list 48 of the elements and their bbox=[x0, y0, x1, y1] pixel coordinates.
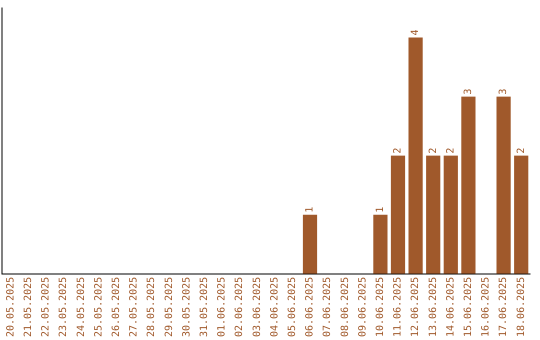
x-tick-label: 07.06.2025 bbox=[322, 276, 334, 338]
data-label: 2 bbox=[516, 148, 527, 154]
x-tick-label: 25.05.2025 bbox=[93, 276, 104, 338]
bar bbox=[408, 38, 423, 274]
x-tick-label: 08.06.2025 bbox=[340, 276, 351, 338]
bar bbox=[373, 214, 388, 274]
bar bbox=[426, 156, 440, 274]
x-tick-label: 18.06.2025 bbox=[516, 276, 527, 338]
x-tick-label: 01.06.2025 bbox=[216, 276, 228, 338]
x-tick-label: 06.06.2025 bbox=[304, 276, 316, 338]
data-label: 2 bbox=[428, 148, 439, 154]
data-label: 2 bbox=[445, 148, 456, 154]
x-tick-label: 15.06.2025 bbox=[462, 276, 474, 338]
x-tick-label: 26.05.2025 bbox=[110, 276, 122, 338]
bar bbox=[514, 156, 528, 274]
x-tick-label: 11.06.2025 bbox=[392, 276, 404, 338]
data-label: 2 bbox=[392, 148, 404, 154]
x-tick-label: 22.05.2025 bbox=[40, 276, 52, 338]
x-tick-label: 28.05.2025 bbox=[146, 276, 158, 338]
x-tick-label: 04.06.2025 bbox=[269, 276, 280, 338]
x-tick-label: 14.06.2025 bbox=[445, 276, 456, 338]
bar bbox=[302, 214, 318, 274]
bar bbox=[461, 96, 476, 274]
x-tick-label: 05.06.2025 bbox=[286, 276, 298, 338]
data-label: 4 bbox=[410, 30, 422, 36]
bar bbox=[496, 96, 511, 274]
x-tick-label: 20.05.2025 bbox=[5, 276, 16, 338]
x-tick-label: 12.06.2025 bbox=[410, 276, 422, 338]
data-label: 3 bbox=[462, 88, 474, 95]
x-tick-label: 09.06.2025 bbox=[357, 276, 368, 338]
x-tick-label: 23.05.2025 bbox=[58, 276, 70, 338]
bar bbox=[390, 156, 406, 274]
data-label: 1 bbox=[374, 206, 386, 213]
x-tick-label: 17.06.2025 bbox=[498, 276, 510, 338]
x-tick-label: 21.05.2025 bbox=[22, 276, 34, 338]
x-tick-label: 29.05.2025 bbox=[164, 276, 175, 338]
x-tick-label: 31.05.2025 bbox=[198, 276, 210, 338]
x-tick-label: 30.05.2025 bbox=[181, 276, 192, 338]
data-label: 3 bbox=[498, 88, 510, 95]
data-label: 1 bbox=[304, 206, 316, 213]
x-tick-label: 16.06.2025 bbox=[480, 276, 492, 338]
x-tick-label: 27.05.2025 bbox=[128, 276, 140, 338]
x-tick-label: 03.06.2025 bbox=[252, 276, 263, 338]
bar bbox=[444, 156, 458, 274]
x-tick-label: 10.06.2025 bbox=[374, 276, 386, 338]
x-tick-label: 24.05.2025 bbox=[76, 276, 87, 338]
x-tick-label: 13.06.2025 bbox=[428, 276, 439, 338]
x-tick-label: 02.06.2025 bbox=[234, 276, 246, 338]
